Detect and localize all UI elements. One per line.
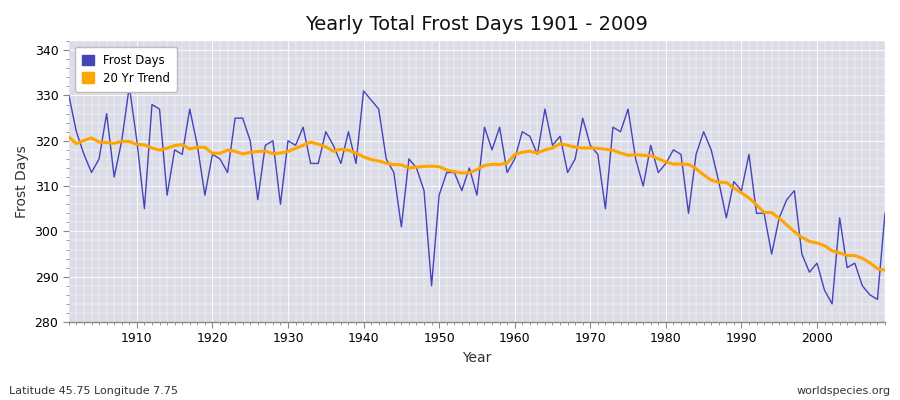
Frost Days <box>298 125 309 130</box>
20 Yr Trend <box>63 135 74 140</box>
20 Yr Trend <box>502 160 513 165</box>
20 Yr Trend <box>600 147 611 152</box>
Frost Days <box>517 129 527 134</box>
Frost Days <box>343 129 354 134</box>
Text: worldspecies.org: worldspecies.org <box>796 386 891 396</box>
20 Yr Trend <box>290 146 301 151</box>
X-axis label: Year: Year <box>463 351 491 365</box>
Line: 20 Yr Trend: 20 Yr Trend <box>68 137 885 270</box>
20 Yr Trend <box>124 139 135 144</box>
Frost Days <box>608 125 618 130</box>
Frost Days <box>827 302 838 306</box>
Frost Days <box>879 211 890 216</box>
Frost Days <box>131 138 142 143</box>
20 Yr Trend <box>509 152 520 157</box>
Frost Days <box>63 93 74 98</box>
Line: Frost Days: Frost Days <box>68 86 885 304</box>
Frost Days <box>124 84 135 89</box>
Y-axis label: Frost Days: Frost Days <box>15 145 29 218</box>
20 Yr Trend <box>879 268 890 272</box>
Text: Latitude 45.75 Longitude 7.75: Latitude 45.75 Longitude 7.75 <box>9 386 178 396</box>
Legend: Frost Days, 20 Yr Trend: Frost Days, 20 Yr Trend <box>75 47 177 92</box>
Frost Days <box>509 156 520 161</box>
20 Yr Trend <box>336 147 346 152</box>
Title: Yearly Total Frost Days 1901 - 2009: Yearly Total Frost Days 1901 - 2009 <box>305 15 648 34</box>
